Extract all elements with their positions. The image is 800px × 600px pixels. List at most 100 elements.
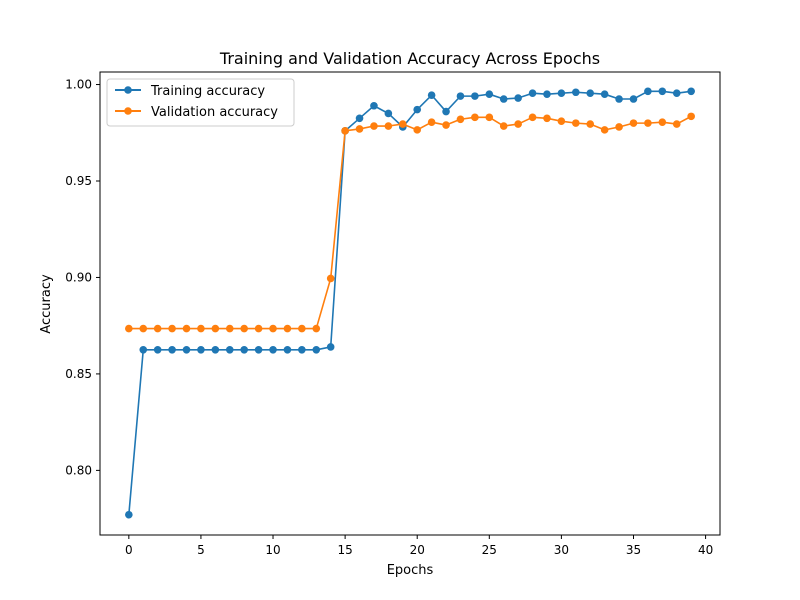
training-accuracy-point [326,343,335,351]
validation-accuracy-point [413,126,422,134]
validation-accuracy-point [658,118,667,126]
series-layer [125,87,695,519]
training-accuracy-point [182,346,191,354]
validation-accuracy-point [298,324,306,333]
training-accuracy-point [139,346,148,354]
plot-frame [99,71,721,536]
y-tick-label: 0.85 [65,367,92,381]
y-tick-label: 0.90 [65,270,92,284]
training-accuracy-point [312,346,321,354]
training-accuracy-point [514,94,522,102]
chart-title: Training and Validation Accuracy Across … [219,49,600,68]
training-accuracy-line [128,90,692,515]
training-accuracy-point [384,109,393,118]
validation-accuracy-point [153,324,162,333]
training-accuracy-point [499,95,508,103]
training-accuracy-point [355,114,364,123]
validation-accuracy-point [600,126,609,134]
legend: Training accuracy Validation accuracy [106,78,295,127]
validation-accuracy-point [471,113,479,122]
training-accuracy-point [456,92,465,100]
training-accuracy-point [442,107,450,116]
validation-accuracy-point [269,324,277,333]
validation-accuracy-point [225,324,234,333]
validation-accuracy-point [427,118,436,126]
x-tick-label: 30 [554,543,569,557]
training-accuracy-point [471,92,479,100]
x-tick-label: 35 [626,543,641,557]
validation-accuracy-point [543,114,551,123]
validation-accuracy-point [197,324,205,333]
training-accuracy-point [485,90,494,98]
validation-accuracy-point [240,324,248,333]
validation-accuracy-point [384,122,393,130]
validation-accuracy-point [283,324,292,333]
training-accuracy-point [153,346,162,354]
training-accuracy-point [197,346,205,354]
validation-accuracy-point [499,122,508,130]
x-tick-label: 40 [698,543,713,557]
validation-accuracy-point [341,127,349,135]
x-tick-label: 20 [410,543,425,557]
validation-accuracy-point [629,119,638,127]
validation-accuracy-point [370,122,378,130]
validation-accuracy-point [644,119,652,127]
legend-training-marker [124,86,132,94]
validation-accuracy-point [514,120,522,128]
x-axis-label: Epochs [387,563,434,578]
validation-accuracy-point [456,115,465,124]
validation-accuracy-point [528,113,537,122]
validation-accuracy-point [442,121,450,129]
training-accuracy-point [600,90,609,98]
validation-accuracy-point [355,125,364,133]
y-tick-label: 1.00 [65,78,92,92]
validation-accuracy-point [557,117,566,125]
training-accuracy-point [687,87,695,96]
validation-accuracy-point [672,120,681,128]
x-axis-ticks: 0 5 10 15 20 25 30 35 40 [125,535,713,557]
training-accuracy-point [370,101,378,110]
validation-accuracy-point [615,123,623,131]
y-tick-label: 0.95 [65,174,92,188]
validation-accuracy-point [572,119,580,127]
training-accuracy-point [125,510,133,519]
training-accuracy-point [586,89,595,98]
training-accuracy-point [240,346,248,354]
training-accuracy-point [644,87,652,96]
y-axis-label: Accuracy [39,274,54,334]
training-accuracy-point [168,346,176,354]
validation-accuracy-point [125,324,133,333]
training-accuracy-point [283,346,292,354]
validation-accuracy-point [168,324,176,333]
validation-accuracy-point [586,120,595,128]
training-accuracy-point [528,89,537,98]
x-tick-label: 10 [265,543,280,557]
validation-accuracy-point [485,113,494,122]
training-accuracy-point [211,346,220,354]
legend-box [106,78,295,127]
x-tick-label: 25 [482,543,497,557]
validation-accuracy-point [182,324,191,333]
training-accuracy-point [672,89,681,98]
legend-validation-label: Validation accuracy [151,105,278,120]
training-accuracy-point [615,95,623,103]
training-accuracy-point [254,346,263,354]
validation-accuracy-point [687,112,695,121]
training-accuracy-point [629,95,638,103]
training-accuracy-point [557,89,566,98]
training-accuracy-point [269,346,277,354]
training-accuracy-point [572,88,580,97]
x-tick-label: 5 [197,543,205,557]
validation-accuracy-point [398,120,407,128]
training-accuracy-point [298,346,306,354]
legend-validation-marker [124,107,132,115]
x-tick-label: 15 [337,543,352,557]
validation-accuracy-point [139,324,148,333]
y-tick-label: 0.80 [65,463,92,477]
training-accuracy-point [225,346,234,354]
training-accuracy-point [427,91,436,99]
validation-accuracy-point [211,324,220,333]
training-accuracy-point [543,90,551,98]
validation-accuracy-point [326,274,335,283]
